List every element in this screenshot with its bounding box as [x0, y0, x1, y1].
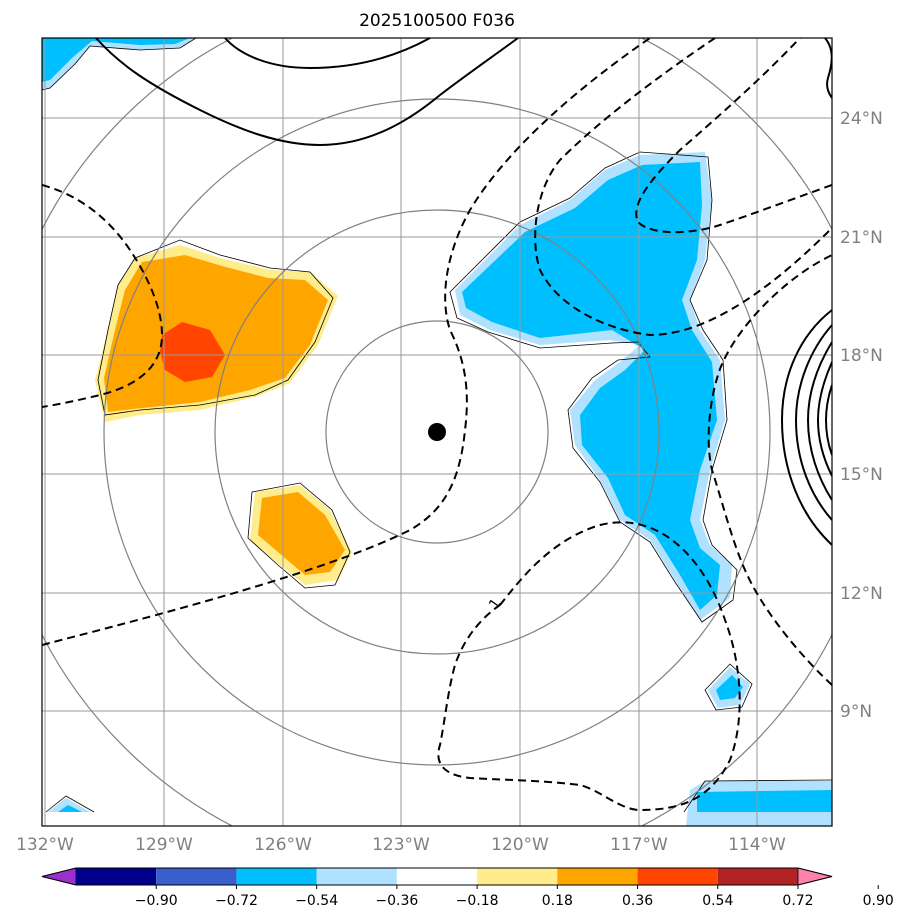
outline-top-left [42, 38, 197, 91]
dashed-contour-south [707, 254, 832, 686]
gridlines [42, 38, 832, 826]
colorbar-tick-label: 0.36 [622, 893, 653, 909]
colorbar-swatch [316, 868, 397, 885]
lat-tick-label: 15°N [840, 465, 883, 485]
colorbar-extend-low [41, 867, 77, 886]
colorbar-extend-high [797, 867, 833, 886]
colorbar-swatch [236, 868, 317, 885]
lon-tick-label: 117°W [610, 835, 668, 855]
range-rings [42, 38, 832, 826]
lon-tick-label: 114°W [728, 835, 786, 855]
lon-tick-label: 126°W [254, 835, 312, 855]
lon-tick-label: 132°W [16, 835, 74, 855]
negative-anomaly-top-left-core [42, 38, 190, 82]
negative-anomaly-bottom-right-core [697, 790, 832, 812]
dashed-contour-central [534, 38, 832, 337]
range-ring-middle [214, 209, 660, 655]
lat-tick-label: 9°N [840, 702, 872, 722]
solid-contour-east-5 [824, 384, 832, 456]
lon-tick-label: 120°W [491, 835, 549, 855]
outline-small [704, 663, 753, 711]
solid-contour-east-1 [780, 309, 832, 546]
colorbar-outline [41, 867, 833, 886]
colorbar-tick-label: −0.36 [375, 893, 418, 909]
colorbar-tick-label: −0.54 [295, 893, 338, 909]
colorbar-swatch [477, 868, 558, 885]
lat-tick-label: 18°N [840, 346, 883, 366]
storm-center-marker [428, 423, 446, 441]
colorbar-swatch [637, 868, 718, 885]
colorbar-swatch [557, 868, 638, 885]
colorbar-tick-label: 0.54 [702, 893, 733, 909]
lat-tick-label: 24°N [840, 109, 883, 129]
latitude-ticks: 24°N 21°N 18°N 15°N 12°N 9°N [840, 109, 883, 722]
range-ring-outer [103, 98, 771, 766]
negative-anomaly-bottom-left-core [58, 805, 82, 812]
positive-anomaly-south-core [258, 492, 345, 575]
shaded-field [42, 38, 832, 826]
map-frame [41, 37, 833, 827]
lon-tick-label: 123°W [372, 835, 430, 855]
dashed-contour-west [42, 184, 164, 408]
outline-west [97, 239, 334, 416]
colorbar-tick-label: −0.18 [456, 893, 499, 909]
positive-anomaly-west-core [104, 255, 328, 412]
negative-anomaly-east-core [462, 162, 720, 610]
outline-south [247, 482, 351, 589]
colorbar-tick-label: −0.72 [215, 893, 258, 909]
colorbar: −0.90 −0.72 −0.54 −0.36 −0.18 0.18 0.36 0.54 0.7… [41, 867, 894, 909]
dashed-contour-south-west [42, 38, 651, 646]
colorbar-tick-label: −0.90 [135, 893, 178, 909]
colorbar-tick-label: 0.72 [782, 893, 813, 909]
colorbar-swatch [396, 868, 478, 885]
negative-anomaly-top-left [42, 38, 195, 90]
positive-anomaly-west-max [160, 322, 225, 382]
outline-bottom-right [683, 779, 832, 813]
colorbar-tick-label: 0.90 [863, 893, 894, 909]
colorbar-tick-label: 0.18 [542, 893, 573, 909]
solid-contour-top-1 [95, 38, 519, 147]
dashed-contour-northeast [635, 38, 832, 234]
solid-contour-east-3 [806, 341, 832, 501]
range-ring-inner [325, 320, 549, 544]
negative-anomaly-small-core [716, 675, 743, 700]
figure-title: 2025100500 F036 [359, 11, 515, 31]
colorbar-swatch [76, 868, 157, 885]
colorbar-swatch [156, 868, 237, 885]
map-panel: 1 [41, 37, 833, 827]
lon-tick-label: 129°W [135, 835, 193, 855]
solid-contours [95, 38, 832, 546]
lat-tick-label: 12°N [840, 584, 883, 604]
solid-contour-top-2 [224, 38, 431, 70]
lat-tick-label: 21°N [840, 228, 883, 248]
outline-bottom-left [45, 795, 95, 813]
solid-contour-east-4 [816, 361, 832, 477]
solid-contour-top-right [824, 38, 832, 99]
dashed-contour-loop [437, 521, 741, 812]
dashed-contours [42, 38, 832, 812]
negative-anomaly-bottom-left [48, 798, 90, 812]
longitude-ticks: 132°W 129°W 126°W 123°W 120°W 117°W 114°… [16, 835, 786, 855]
solid-contour-east-2 [794, 324, 832, 521]
colorbar-swatch [717, 868, 798, 885]
